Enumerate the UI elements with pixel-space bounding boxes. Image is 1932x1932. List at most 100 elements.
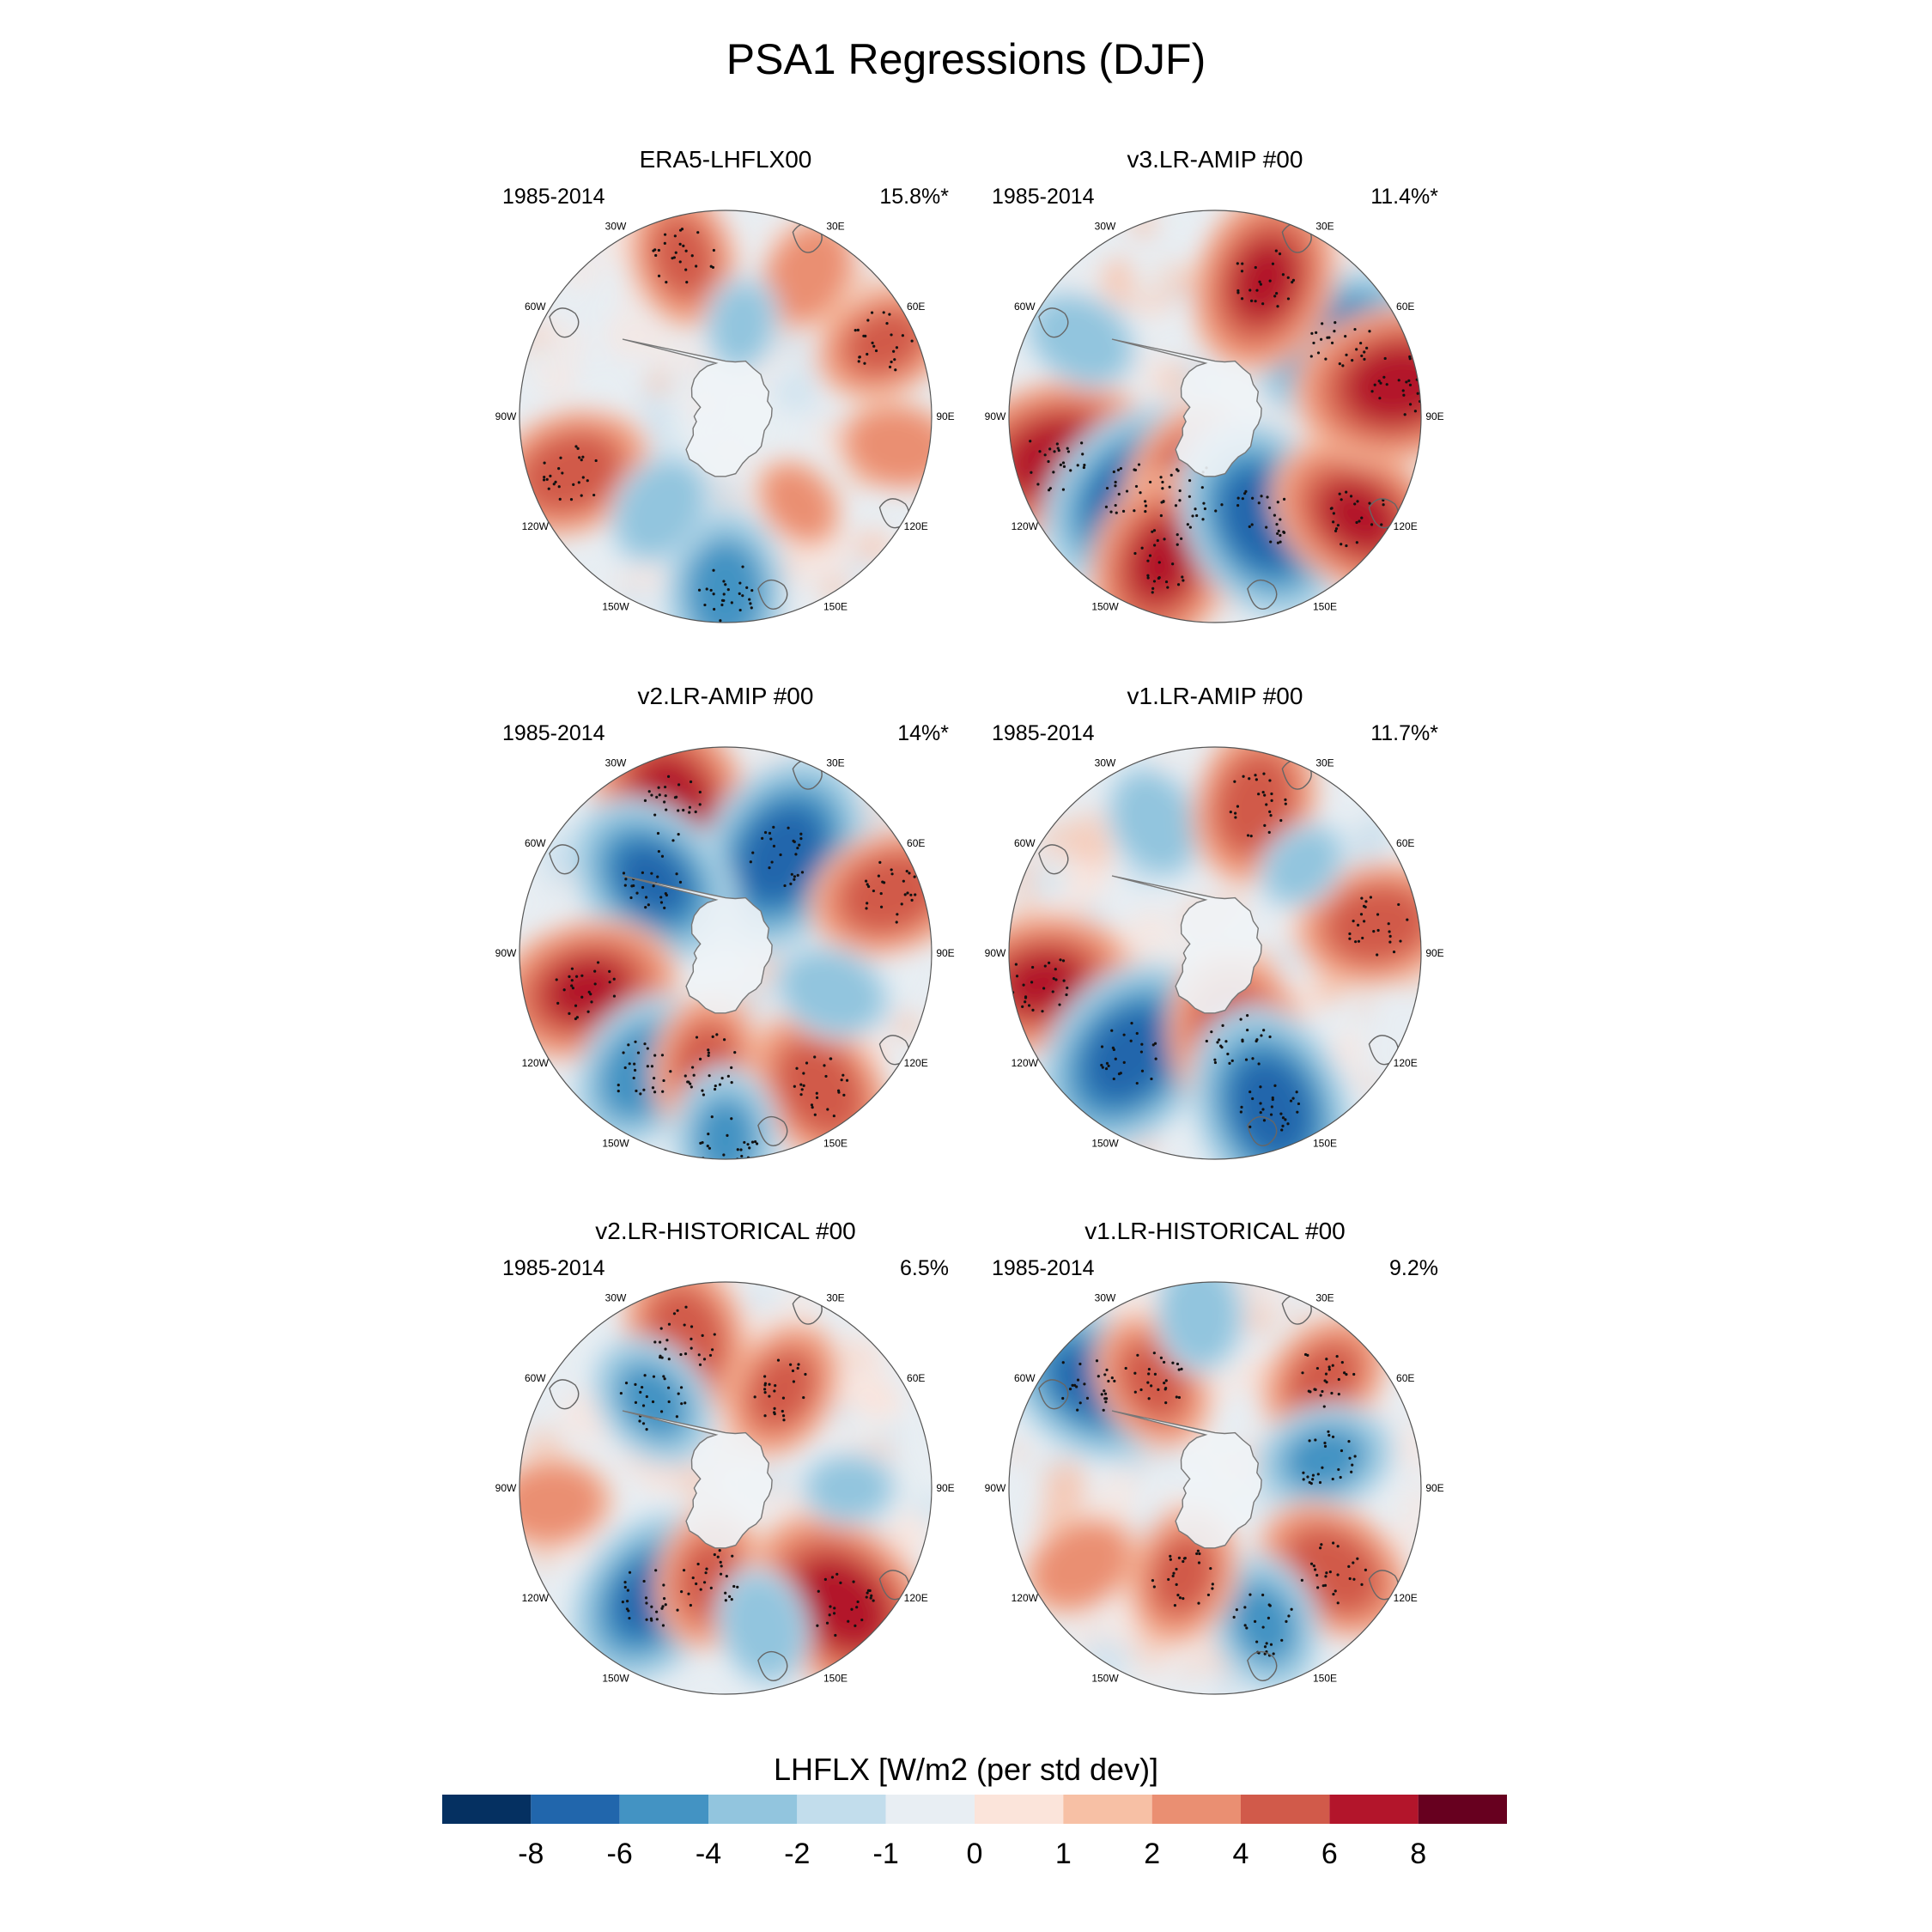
significance-dot	[633, 1062, 636, 1066]
significance-dot	[1251, 1057, 1255, 1060]
colorbar-swatch	[531, 1795, 620, 1824]
significance-dot	[1159, 476, 1163, 479]
significance-dot	[1249, 835, 1253, 838]
significance-dot	[1095, 1359, 1099, 1363]
significance-dot	[554, 480, 557, 483]
significance-dot	[1048, 447, 1052, 451]
significance-dot	[710, 1115, 714, 1119]
significance-dot	[683, 1323, 686, 1327]
significance-dot	[1314, 1438, 1317, 1442]
significance-dot	[1021, 1005, 1024, 1008]
significance-dot	[1370, 390, 1374, 393]
significance-dot	[1052, 977, 1055, 981]
significance-dot	[1253, 1619, 1257, 1623]
significance-dot	[738, 581, 742, 585]
significance-dot	[654, 253, 658, 258]
significance-dot	[1426, 395, 1429, 398]
significance-dot	[657, 248, 660, 252]
significance-dot	[1348, 1456, 1352, 1460]
significance-dot	[708, 1161, 710, 1163]
significance-dot	[1282, 497, 1286, 501]
significance-dot	[1157, 1388, 1160, 1391]
significance-dot	[1114, 484, 1117, 488]
significance-dot	[799, 1093, 803, 1097]
significance-dot	[678, 880, 683, 884]
significance-dot	[879, 891, 883, 896]
significance-dot	[623, 1066, 627, 1070]
significance-dot	[659, 896, 663, 899]
significance-dot	[1083, 1382, 1086, 1386]
significance-dot	[1055, 442, 1059, 446]
significance-dot	[1110, 1376, 1114, 1380]
significance-dot	[1263, 1652, 1267, 1656]
significance-dot	[1413, 410, 1417, 413]
panel-title: v1.LR-AMIP #00	[1127, 683, 1303, 709]
significance-dot	[1061, 959, 1066, 963]
significance-dot	[592, 493, 596, 497]
significance-dot	[676, 1309, 679, 1312]
significance-dot	[1332, 520, 1335, 524]
significance-dot	[770, 860, 774, 864]
significance-dot	[1135, 1031, 1139, 1036]
panel-title: v3.LR-AMIP #00	[1127, 146, 1303, 173]
continent-coastline	[1038, 1379, 1069, 1410]
significance-dot	[1048, 961, 1051, 964]
significance-dot	[633, 1068, 637, 1072]
significance-dot	[910, 339, 914, 343]
significance-dot	[695, 1582, 698, 1586]
significance-dot	[804, 1372, 807, 1376]
significance-dot	[1397, 379, 1400, 382]
significance-dot	[1268, 810, 1272, 813]
significance-dot	[641, 1404, 646, 1407]
field-texture	[606, 312, 653, 359]
significance-dot	[714, 1084, 717, 1088]
significance-dot	[642, 1579, 646, 1583]
field-texture	[781, 1287, 817, 1323]
significance-dot	[813, 1055, 817, 1059]
longitude-label: 150E	[1313, 601, 1337, 613]
significance-dot	[556, 1001, 560, 1005]
significance-dot	[722, 580, 726, 583]
significance-dot	[699, 1057, 702, 1061]
significance-dot	[1144, 509, 1147, 513]
field-texture	[832, 1402, 854, 1425]
significance-dot	[679, 1352, 683, 1357]
field-texture	[1147, 307, 1172, 331]
significance-dot	[1062, 979, 1066, 982]
significance-dot	[646, 1065, 649, 1068]
colorbar-tick-label: 6	[1321, 1838, 1338, 1870]
field-texture	[837, 1321, 860, 1344]
significance-dot	[802, 1395, 805, 1400]
significance-dot	[1319, 1394, 1322, 1397]
longitude-label: 60W	[1014, 301, 1036, 313]
anomaly-blob	[1232, 241, 1296, 321]
significance-dot	[763, 830, 768, 835]
longitude-label: 150W	[1091, 1138, 1119, 1150]
significance-dot	[1313, 1388, 1316, 1391]
significance-dot	[1218, 1038, 1221, 1042]
longitude-label: 30W	[605, 1291, 627, 1303]
significance-dot	[1124, 1366, 1127, 1370]
significance-dot	[1340, 543, 1343, 546]
significance-dot	[691, 1066, 695, 1069]
significance-dot	[1316, 351, 1321, 355]
antarctica-coastline	[622, 1410, 773, 1549]
anomaly-blob	[1121, 783, 1187, 861]
significance-dot	[650, 1605, 653, 1608]
significance-dot	[705, 587, 708, 591]
field-texture	[780, 1482, 799, 1502]
longitude-label: 120E	[1394, 1592, 1418, 1604]
polar-map: 030E60E90E120E150E180150W120W90W60W30W	[985, 1281, 1444, 1695]
field-texture	[1241, 1303, 1276, 1338]
significance-dot	[730, 1081, 733, 1084]
significance-dot	[1178, 1596, 1182, 1600]
significance-dot	[593, 969, 597, 973]
significance-dot	[1182, 1559, 1185, 1564]
significance-dot	[641, 1422, 646, 1425]
significance-dot	[559, 456, 562, 459]
significance-dot	[1416, 392, 1419, 395]
significance-dot	[1343, 1371, 1346, 1375]
significance-dot	[1029, 440, 1032, 443]
significance-dot	[1254, 300, 1257, 303]
map-field	[519, 210, 932, 623]
